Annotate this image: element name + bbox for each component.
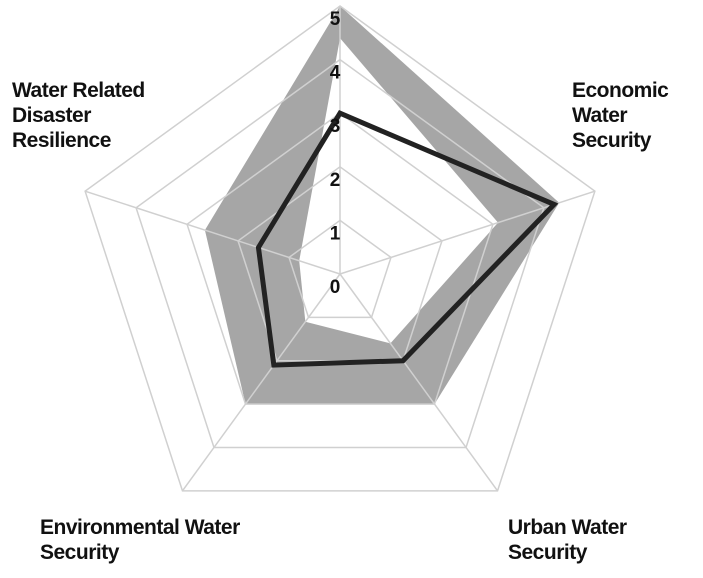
y-tick-label: 5 bbox=[330, 9, 341, 30]
category-label: Water Related Disaster Resilience bbox=[12, 79, 145, 152]
grid-ring bbox=[288, 219, 392, 319]
category-label: Urban Water Security bbox=[508, 516, 627, 564]
series-line bbox=[255, 110, 559, 368]
y-tick-label: 4 bbox=[330, 63, 341, 84]
category-label: Environmental Water Security bbox=[40, 516, 240, 564]
y-tick-label: 0 bbox=[330, 277, 341, 298]
y-tick-label: 2 bbox=[330, 170, 341, 191]
category-label: Economic Water Security bbox=[572, 79, 669, 152]
y-tick-label: 1 bbox=[330, 223, 341, 244]
y-tick-label: 3 bbox=[330, 116, 341, 137]
axis-spoke bbox=[84, 190, 341, 275]
grid-ring bbox=[84, 5, 596, 492]
grid-ring bbox=[186, 112, 494, 405]
axis-spoke bbox=[181, 273, 341, 492]
axis-spoke bbox=[339, 273, 499, 492]
